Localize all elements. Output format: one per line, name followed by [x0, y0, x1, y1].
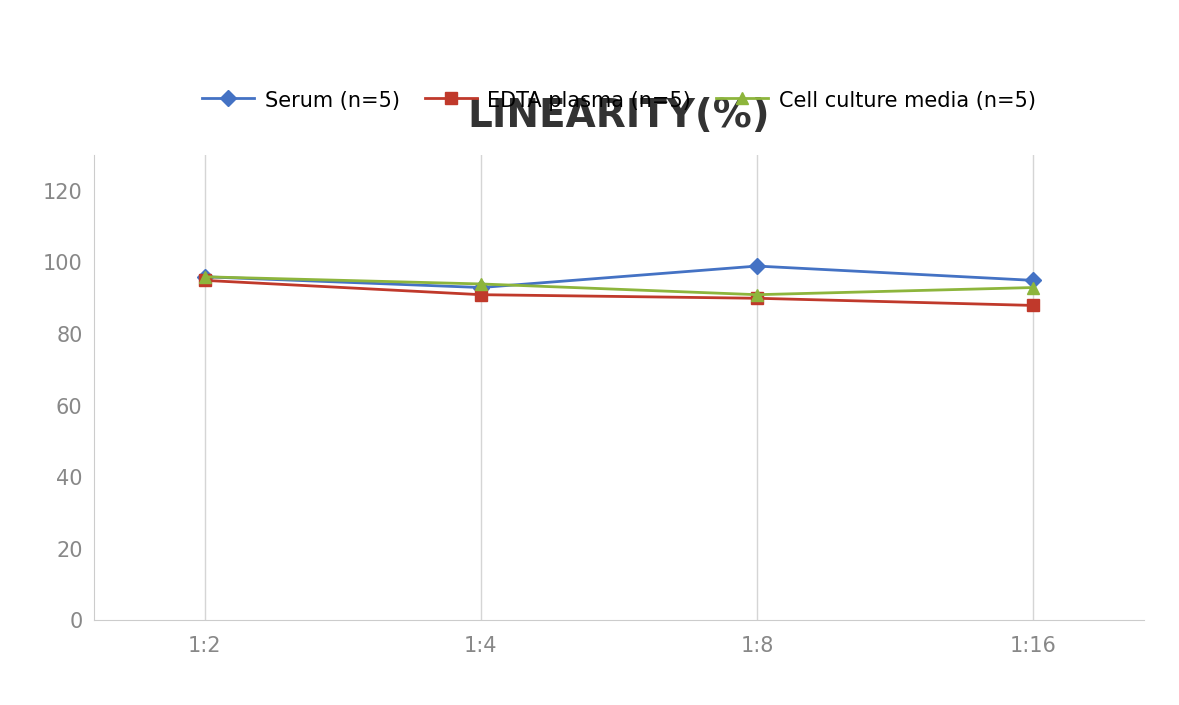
- Line: EDTA plasma (n=5): EDTA plasma (n=5): [199, 275, 1039, 311]
- Title: LINEARITY(%): LINEARITY(%): [468, 97, 770, 135]
- Cell culture media (n=5): [198, 273, 212, 281]
- Cell culture media (n=5): [750, 290, 764, 299]
- Serum (n=5): [750, 262, 764, 270]
- Serum (n=5): [1026, 276, 1040, 285]
- EDTA plasma (n=5): [1026, 301, 1040, 309]
- Cell culture media (n=5): [1026, 283, 1040, 292]
- EDTA plasma (n=5): [474, 290, 488, 299]
- Cell culture media (n=5): [474, 280, 488, 288]
- EDTA plasma (n=5): [198, 276, 212, 285]
- Legend: Serum (n=5), EDTA plasma (n=5), Cell culture media (n=5): Serum (n=5), EDTA plasma (n=5), Cell cul…: [195, 82, 1043, 119]
- Serum (n=5): [198, 273, 212, 281]
- Line: Serum (n=5): Serum (n=5): [199, 261, 1039, 293]
- EDTA plasma (n=5): [750, 294, 764, 302]
- Serum (n=5): [474, 283, 488, 292]
- Line: Cell culture media (n=5): Cell culture media (n=5): [199, 271, 1039, 300]
